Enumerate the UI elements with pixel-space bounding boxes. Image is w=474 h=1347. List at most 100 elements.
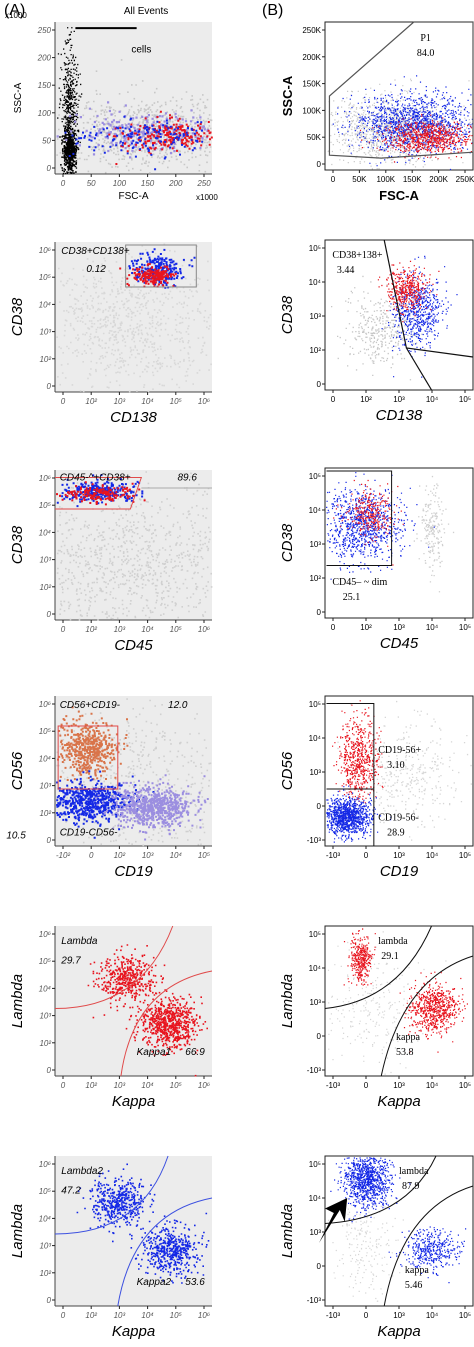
x-tick-label: 0	[331, 175, 336, 184]
y-tick-label: 0	[47, 382, 52, 391]
x-tick-label: 250K	[456, 175, 474, 184]
event-cloud	[119, 263, 177, 288]
gate-label: kappa	[405, 1265, 429, 1276]
gate-label: CD19-56-	[378, 813, 419, 824]
x-axis-label: Kappa	[112, 1323, 155, 1340]
y-tick-label: 10⁴	[309, 734, 322, 743]
y-tick-label: 0	[317, 1032, 322, 1041]
x-tick-label: 10³	[393, 1311, 405, 1320]
y-tick-label: 10⁴	[309, 506, 322, 515]
x-tick-label: 0	[61, 397, 66, 406]
y-tick-label: 10²	[39, 1039, 51, 1048]
event-cloud	[64, 115, 204, 171]
x-multiplier: x1000	[196, 193, 218, 202]
gate-label: cells	[131, 44, 151, 55]
gate-value: 0.12	[86, 264, 106, 275]
plot-a-row0: 0 50 100 150 200 250 0 50 100 150 200 250 FSC-A SSC-A…	[5, 6, 218, 202]
x-tick-label: -10³	[326, 1081, 341, 1090]
gate-value: 29.1	[381, 951, 399, 962]
event-cloud	[108, 110, 213, 165]
y-tick-label: 10³	[309, 998, 321, 1007]
y-tick-label: 10⁵	[309, 700, 321, 709]
x-tick-label: 0	[364, 851, 369, 860]
gate-label: CD45-^+CD38+	[60, 473, 131, 484]
x-tick-label: 10³	[114, 397, 126, 406]
x-tick-label: 10³	[393, 851, 405, 860]
y-tick-label: 0	[317, 608, 322, 617]
y-tick-label: 10⁵	[39, 501, 52, 510]
x-tick-label: 10⁴	[141, 625, 154, 634]
x-tick-label: 10⁵	[170, 625, 183, 634]
x-axis-label: Kappa	[377, 1323, 420, 1340]
y-tick-label: -10³	[307, 836, 322, 845]
x-tick-label: 150	[141, 179, 155, 188]
gate-curve	[120, 970, 213, 1077]
y-axis-label: CD38	[9, 525, 26, 564]
y-tick-label: -10³	[307, 1296, 322, 1305]
y-tick-label: 150K	[302, 80, 321, 89]
x-axis-label: FSC-A	[379, 188, 419, 203]
y-tick-label: 10⁶	[39, 930, 52, 939]
x-tick-label: 10⁴	[141, 397, 154, 406]
y-tick-label: 200	[37, 54, 52, 63]
y-tick-label: 250	[37, 26, 52, 35]
y-tick-label: 10⁶	[39, 246, 52, 255]
y-tick-label: 10⁵	[39, 1187, 52, 1196]
x-axis-label: CD19	[114, 863, 153, 880]
gate-rect	[326, 470, 393, 566]
gate-value: 10.5	[6, 831, 26, 842]
x-tick-label: 0	[61, 625, 66, 634]
plot-b-row5: -10³ 0 10³ 10⁴ 10⁵ -10³ 0 10³ 10⁴ 10⁵ Kappa Lambda l…	[279, 1155, 474, 1340]
x-tick-label: 10⁴	[141, 1081, 154, 1090]
y-multiplier: x1000	[5, 11, 27, 20]
y-tick-label: 10²	[39, 583, 51, 592]
gate-label: P1	[420, 33, 431, 44]
event-cloud	[56, 59, 213, 174]
x-tick-label: 10⁴	[426, 1081, 439, 1090]
x-tick-label: 10⁴	[426, 1311, 439, 1320]
x-tick-label: -10²	[56, 851, 71, 860]
y-tick-label: 10²	[309, 346, 321, 355]
y-tick-label: 10⁶	[39, 474, 52, 483]
x-tick-label: 10⁶	[198, 397, 211, 406]
x-tick-label: 10⁴	[141, 1311, 154, 1320]
y-tick-label: 10³	[309, 768, 321, 777]
x-tick-label: 200	[168, 179, 183, 188]
gate-label: Lambda2	[61, 1166, 103, 1177]
y-tick-label: 10⁵	[39, 727, 52, 736]
y-tick-label: 10⁴	[309, 964, 322, 973]
x-tick-label: 10⁴	[426, 623, 439, 632]
x-tick-label: 10³	[114, 625, 126, 634]
y-tick-label: 0	[47, 836, 52, 845]
x-tick-label: 50	[87, 179, 96, 188]
x-tick-label: 10²	[360, 623, 372, 632]
gate-value: 3.10	[387, 760, 405, 771]
y-axis-label: Lambda	[9, 1204, 26, 1258]
y-tick-label: 10²	[39, 355, 51, 364]
x-tick-label: 0	[364, 1081, 369, 1090]
event-cloud	[95, 774, 209, 841]
event-cloud	[56, 481, 146, 506]
gate-label: CD56+CD19-	[60, 700, 121, 711]
gate-value: 87.9	[402, 1181, 420, 1192]
gate-curve	[54, 1155, 169, 1235]
event-cloud	[125, 990, 208, 1077]
y-tick-label: 10⁶	[39, 1160, 52, 1169]
y-tick-label: 250K	[302, 26, 321, 35]
y-tick-label: 150	[38, 81, 52, 90]
gate-value: 5.46	[405, 1280, 423, 1291]
event-cloud	[326, 472, 435, 580]
y-tick-label: 50	[42, 136, 51, 145]
y-axis-label: CD56	[279, 751, 296, 790]
x-tick-label: 10⁴	[426, 851, 439, 860]
gate-value: 12.0	[168, 700, 188, 711]
gate-rect	[125, 244, 197, 288]
plot-b-row0: 0 50K 100K 150K 200K 250K 0 50K 100K 150K 200K 250K…	[280, 21, 474, 203]
event-cloud	[326, 785, 392, 843]
x-tick-label: 0	[61, 1081, 66, 1090]
plot-a-row2: 0 10² 10³ 10⁴ 10⁵ 10⁶ 0 10² 10³ 10⁴ 10⁵ 10⁶ CD45 CD38…	[9, 470, 213, 654]
event-cloud	[333, 479, 404, 566]
x-tick-label: 10²	[360, 395, 372, 404]
gate-value: 53.8	[396, 1047, 414, 1058]
